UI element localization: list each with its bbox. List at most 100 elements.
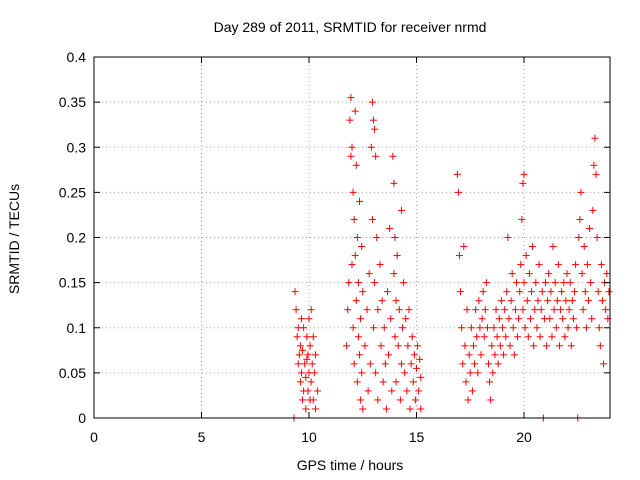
data-point [547, 288, 555, 296]
data-point [311, 405, 319, 413]
data-point [349, 188, 357, 196]
data-point [488, 342, 496, 350]
data-point [593, 234, 601, 241]
data-point [396, 396, 404, 404]
data-point [536, 333, 544, 341]
data-point [590, 161, 598, 169]
data-point [345, 279, 353, 287]
data-point [505, 315, 513, 323]
data-point [506, 342, 514, 350]
y-axis-label: SRMTID / TECUs [6, 184, 22, 294]
data-point [306, 396, 314, 404]
data-point [343, 342, 351, 350]
data-point [415, 387, 423, 395]
data-point [487, 396, 495, 404]
data-point [519, 306, 527, 314]
data-point [299, 346, 307, 354]
data-point [538, 288, 546, 296]
data-point [469, 342, 477, 350]
data-point [552, 324, 560, 332]
data-point [543, 342, 551, 350]
data-point [553, 297, 561, 305]
data-point [473, 333, 481, 341]
data-point [350, 360, 358, 368]
data-point [466, 369, 474, 377]
data-point [475, 297, 483, 305]
data-point [515, 315, 523, 323]
data-point [401, 369, 409, 377]
data-point [497, 297, 505, 305]
data-point [509, 324, 517, 332]
data-point [594, 288, 602, 296]
data-point [414, 342, 422, 350]
data-point [299, 396, 307, 404]
data-point [372, 369, 380, 377]
data-point [480, 333, 488, 341]
data-point [499, 324, 506, 332]
data-point [563, 270, 571, 278]
data-point [542, 279, 549, 287]
data-point [494, 360, 502, 368]
data-point [517, 261, 525, 269]
data-point [523, 297, 531, 305]
data-point [592, 170, 600, 178]
data-point [380, 324, 388, 332]
data-point [405, 306, 413, 314]
data-point [544, 297, 552, 305]
data-point [310, 369, 318, 377]
y-axis-ticks: 0 0.05 0.1 0.15 0.2 0.25 0.3 0.35 0.4 [59, 49, 610, 426]
data-point [387, 315, 395, 323]
data-point [511, 306, 519, 314]
data-point [495, 315, 503, 323]
data-point [303, 355, 311, 363]
data-point [379, 378, 387, 386]
x-tick-label: 5 [198, 429, 206, 445]
y-tick-label: 0 [78, 410, 86, 426]
grid [94, 57, 610, 418]
data-point [518, 215, 526, 223]
data-point [348, 261, 356, 269]
data-point [358, 369, 366, 377]
data-point [566, 279, 574, 287]
data-point [348, 143, 356, 151]
data-point [291, 288, 299, 296]
data-point [353, 378, 361, 386]
data-point [371, 279, 379, 287]
data-point [519, 179, 527, 187]
data-point [394, 342, 402, 350]
data-point [583, 261, 591, 269]
data-point [600, 360, 608, 368]
data-point [568, 297, 576, 305]
data-point [351, 252, 359, 260]
data-point [407, 360, 415, 368]
data-point [502, 333, 510, 341]
data-point [507, 297, 515, 305]
data-point [365, 270, 373, 278]
data-point [307, 378, 315, 386]
data-point [344, 306, 352, 314]
data-point [589, 206, 597, 214]
x-tick-label: 10 [301, 429, 317, 445]
data-point [293, 333, 301, 341]
data-point [463, 306, 471, 314]
data-point [460, 243, 468, 251]
data-point [510, 351, 518, 359]
data-point [392, 297, 400, 305]
y-tick-label: 0.35 [59, 94, 86, 110]
data-point [545, 270, 553, 278]
data-point [458, 324, 466, 332]
data-point [397, 360, 405, 368]
data-point [504, 234, 512, 241]
data-point [346, 116, 354, 124]
x-tick-label: 20 [516, 429, 532, 445]
data-point [524, 333, 532, 341]
data-point [587, 279, 595, 287]
data-point [529, 243, 537, 251]
y-tick-label: 0.05 [59, 365, 86, 381]
y-tick-label: 0.2 [67, 230, 87, 246]
x-tick-label: 15 [409, 429, 425, 445]
data-point [580, 243, 588, 251]
data-point [395, 306, 403, 314]
chart-title: Day 289 of 2011, SRMTID for receiver nrm… [214, 19, 487, 35]
